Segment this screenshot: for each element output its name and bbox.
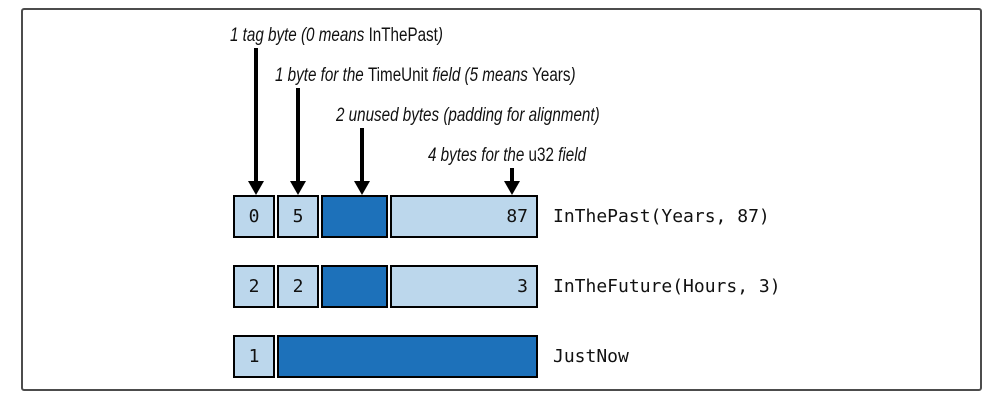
byte-cell-value: 87 [506,206,528,227]
annotation-segment: 4 bytes for the [428,145,529,166]
arrow-shaft [360,128,364,182]
byte-cell-value: 0 [248,206,260,227]
annotation-segment: 2 unused bytes (padding for alignment) [336,105,600,126]
byte-cell-value: 1 [248,346,260,367]
arrow-head-icon [504,181,520,195]
byte-cell-value: 3 [517,276,528,297]
annotation-segment-code: u32 [528,145,554,166]
annotation-segment-code: InThePast [368,25,438,46]
annotation-segment: 1 tag byte (0 means [230,25,369,46]
byte-cell-unused [277,335,538,378]
arrow-head-icon [354,181,370,195]
layout-row-inthefuture: 2 2 3 InTheFuture(Hours, 3) [233,265,781,308]
annotation-text: 2 unused bytes (padding for alignment) [336,105,600,127]
byte-cell-tag: 1 [233,335,275,378]
byte-cell-value: 2 [292,276,304,297]
byte-cell-padding [321,265,388,308]
byte-cell-u32: 87 [390,195,538,238]
annotation-segment-code: Years [532,65,571,86]
byte-cell-padding [321,195,388,238]
annotation-timeunit-byte: 1 byte for the TimeUnit field (5 means Y… [275,65,651,87]
layout-row-justnow: 1 JustNow [233,335,629,378]
byte-cell-timeunit: 2 [277,265,319,308]
annotation-segment-code: TimeUnit [367,65,429,86]
row-label-justnow: JustNow [553,346,629,367]
byte-cell-tag: 2 [233,265,275,308]
annotation-segment: field (5 means [428,65,533,86]
row-label-inthepast: InThePast(Years, 87) [553,206,770,227]
byte-cell-timeunit: 5 [277,195,319,238]
annotation-text: 4 bytes for the u32 field [428,145,586,167]
annotation-text: 1 byte for the TimeUnit field (5 means Y… [275,65,576,87]
annotation-segment: ) [570,65,576,86]
byte-cell-value: 5 [292,206,304,227]
annotation-segment: 1 byte for the [275,65,368,86]
layout-row-inthepast: 0 5 87 InThePast(Years, 87) [233,195,770,238]
arrow-head-icon [248,181,264,195]
annotation-tag-byte: 1 tag byte (0 means InThePast) [230,25,496,47]
arrow-head-icon [290,181,306,195]
byte-cell-value: 2 [248,276,260,297]
arrow-shaft [254,48,258,182]
row-label-inthefuture: InTheFuture(Hours, 3) [553,276,781,297]
arrow-shaft [296,88,300,182]
annotation-segment: field [553,145,587,166]
annotation-segment: ) [437,25,443,46]
annotation-padding-bytes: 2 unused bytes (padding for alignment) [336,105,666,127]
annotation-u32-bytes: 4 bytes for the u32 field [428,145,626,167]
byte-cell-tag: 0 [233,195,275,238]
byte-cell-u32: 3 [390,265,538,308]
annotation-text: 1 tag byte (0 means InThePast) [230,25,443,47]
arrow-shaft [510,168,514,182]
